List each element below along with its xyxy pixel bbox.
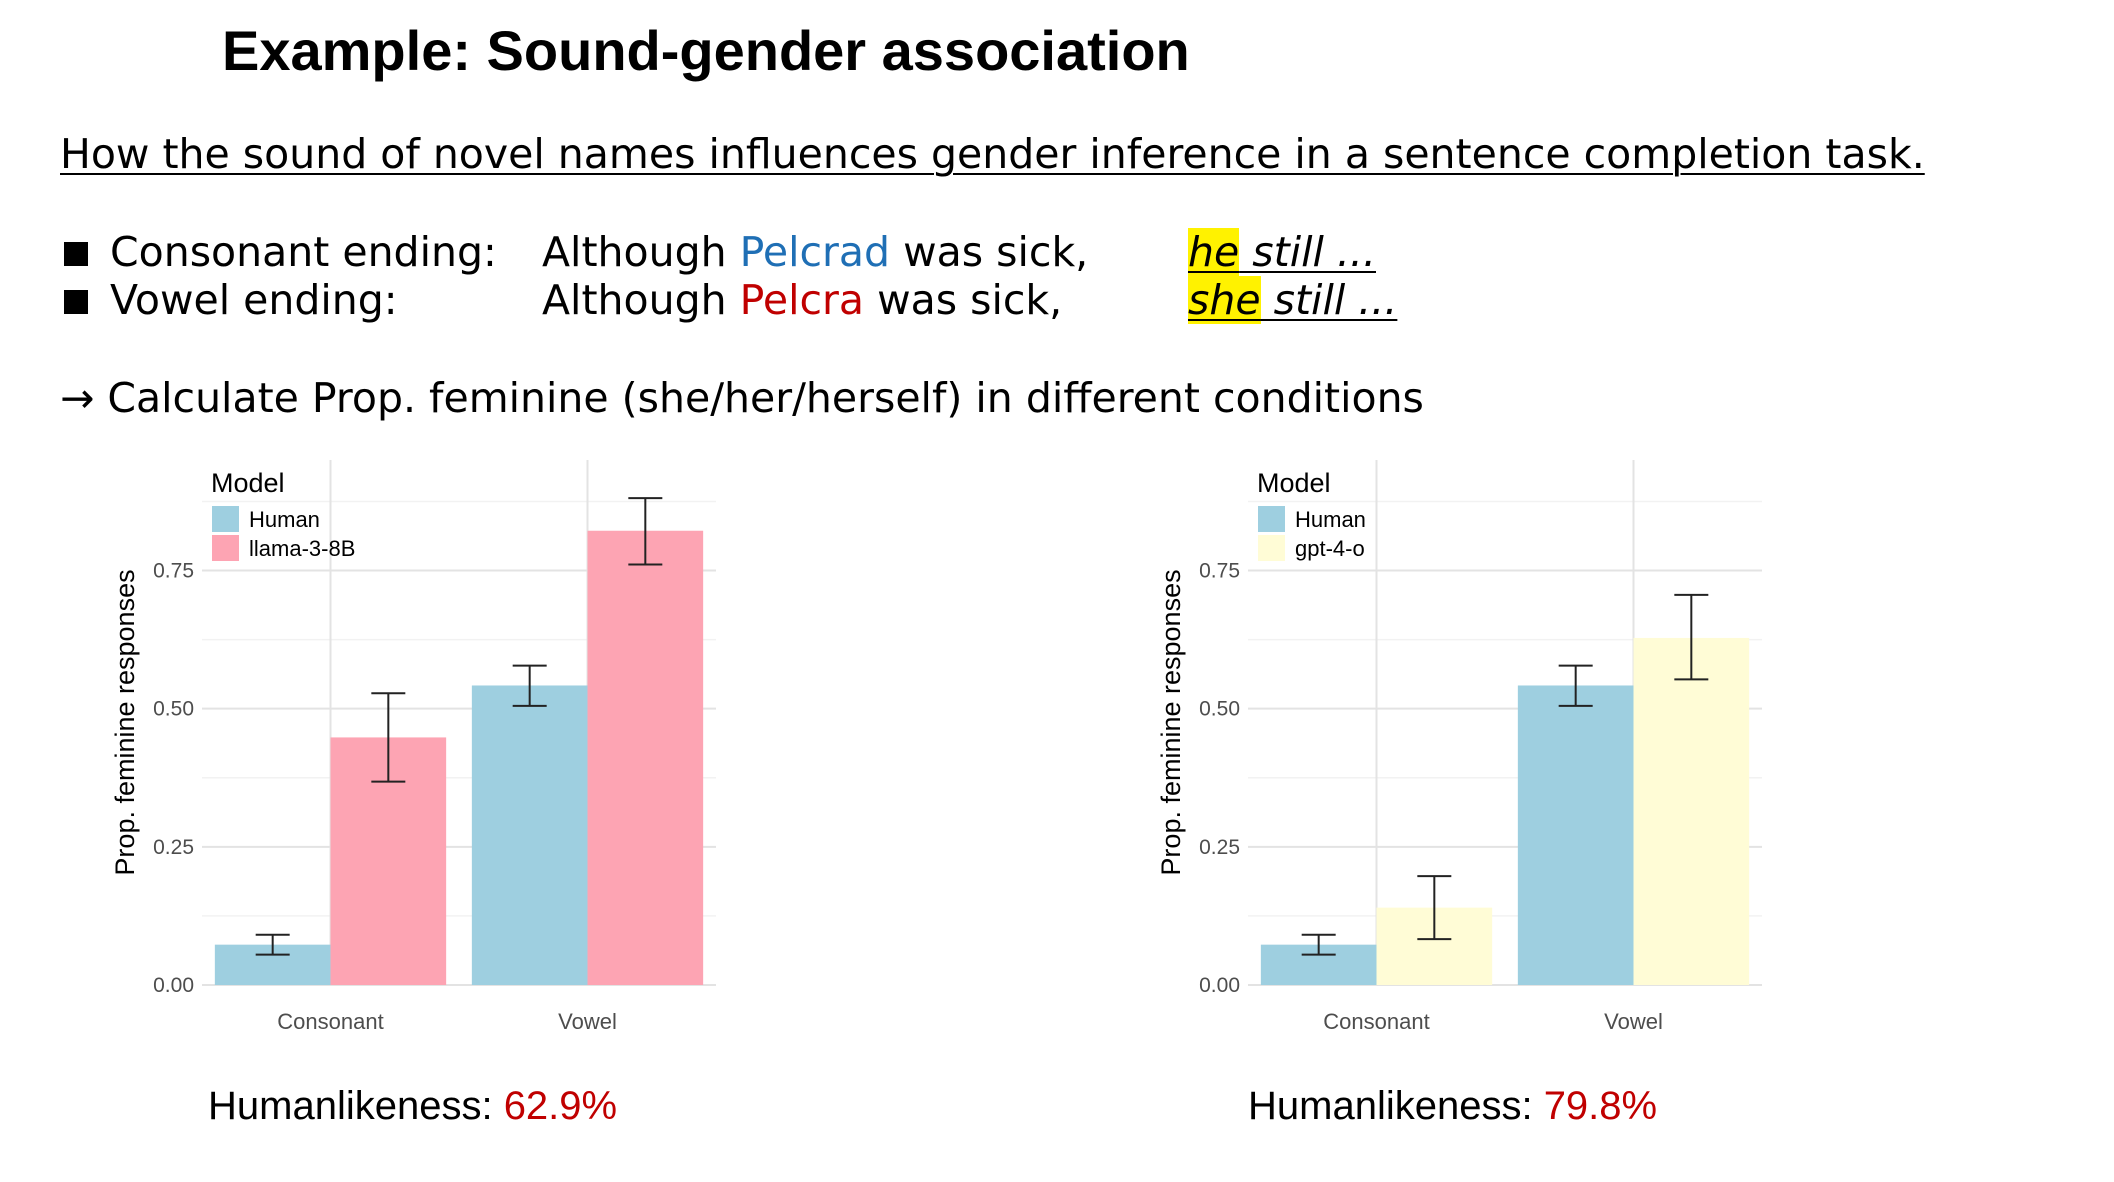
example-continuation: she still ... <box>1188 276 1397 324</box>
x-tick-label: Vowel <box>1604 1009 1663 1034</box>
humanlikeness-label: Humanlikeness: <box>1248 1084 1544 1128</box>
x-tick-label: Vowel <box>558 1009 617 1034</box>
humanlikeness-llama: Humanlikeness: 62.9% <box>208 1084 617 1129</box>
bullet-square-icon <box>64 290 88 314</box>
legend-swatch <box>212 535 239 561</box>
highlighted-pronoun: she <box>1188 276 1261 324</box>
slide-title: Example: Sound-gender association <box>222 19 1190 82</box>
bar-llama-3-8b-vowel <box>587 530 704 985</box>
sentence-suffix: was sick, <box>890 228 1089 276</box>
sentence-prefix: Although <box>542 276 740 324</box>
humanlikeness-value: 79.8% <box>1543 1084 1658 1128</box>
legend-swatch <box>1258 506 1285 532</box>
example-sentence: Although Pelcrad was sick, <box>542 228 1088 276</box>
y-axis-label: Prop. feminine responses <box>110 569 140 875</box>
example-continuation: he still ... <box>1188 228 1376 276</box>
legend-swatch <box>1258 535 1285 561</box>
y-tick-label: 0.00 <box>153 974 194 997</box>
novel-name: Pelcrad <box>739 228 891 276</box>
example-condition: Vowel ending: <box>110 276 398 324</box>
slide-subtitle: How the sound of novel names influences … <box>60 130 1925 178</box>
chart-llama: 0.00 0.25 0.50 0.75 Prop. feminine responses… <box>100 450 740 1055</box>
calculation-note: → Calculate Prop. feminine (she/her/hers… <box>60 374 1424 422</box>
bar-human-vowel <box>1517 685 1634 985</box>
y-tick-label: 0.00 <box>1199 974 1240 997</box>
sentence-suffix: was sick, <box>864 276 1063 324</box>
y-tick-label: 0.75 <box>1199 560 1240 583</box>
bar-gpt-4-o-vowel <box>1633 637 1750 985</box>
legend-label: gpt-4-o <box>1295 536 1365 561</box>
highlighted-pronoun: he <box>1188 228 1240 276</box>
bar-chart-gpt: 0.00 0.25 0.50 0.75 Prop. feminine responses… <box>1156 460 1762 1034</box>
y-tick-label: 0.25 <box>1199 836 1240 859</box>
y-tick-label: 0.25 <box>153 836 194 859</box>
legend-label: Human <box>249 507 320 532</box>
legend-title: Model <box>211 468 285 498</box>
legend-label: llama-3-8B <box>249 536 355 561</box>
x-tick-label: Consonant <box>277 1009 383 1034</box>
legend-label: Human <box>1295 507 1366 532</box>
novel-name: Pelcra <box>739 276 865 324</box>
legend-title: Model <box>1257 468 1331 498</box>
continuation-rest: still ... <box>1260 276 1398 324</box>
example-condition: Consonant ending: <box>110 228 497 276</box>
x-tick-label: Consonant <box>1323 1009 1429 1034</box>
bullet-square-icon <box>64 242 88 266</box>
chart-gpt: 0.00 0.25 0.50 0.75 Prop. feminine responses… <box>1146 450 1786 1055</box>
y-tick-label: 0.75 <box>153 560 194 583</box>
humanlikeness-value: 62.9% <box>503 1084 618 1128</box>
example-sentence: Although Pelcra was sick, <box>542 276 1062 324</box>
y-tick-label: 0.50 <box>153 698 194 721</box>
sentence-prefix: Although <box>542 228 740 276</box>
humanlikeness-gpt: Humanlikeness: 79.8% <box>1248 1084 1657 1129</box>
bar-human-vowel <box>471 685 588 985</box>
y-tick-label: 0.50 <box>1199 698 1240 721</box>
humanlikeness-label: Humanlikeness: <box>208 1084 504 1128</box>
y-axis-label: Prop. feminine responses <box>1156 569 1186 875</box>
bar-chart-llama: 0.00 0.25 0.50 0.75 Prop. feminine responses… <box>110 460 716 1034</box>
continuation-rest: still ... <box>1239 228 1376 276</box>
legend-swatch <box>212 506 239 532</box>
